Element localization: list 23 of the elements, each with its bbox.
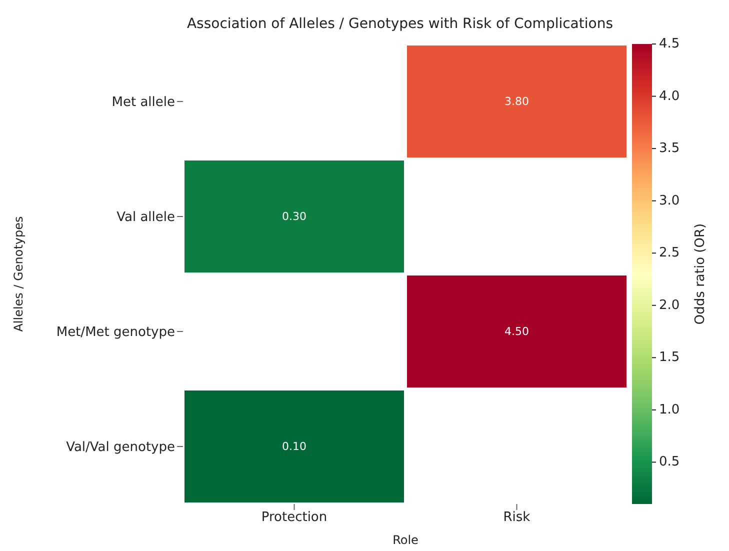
- color-bar-label: 2.0: [659, 298, 680, 313]
- color-bar-label: 1.5: [659, 350, 680, 366]
- x-tick-label: Risk: [503, 510, 531, 526]
- color-bar-label: 3.0: [659, 193, 680, 208]
- data-label: 0.10: [282, 440, 306, 453]
- color-bar-label: 3.5: [659, 141, 680, 156]
- data-label: 3.80: [504, 95, 529, 108]
- data-label: 0.30: [282, 210, 306, 223]
- y-axis-title: Alleles / Genotypes: [11, 216, 26, 332]
- color-bar-label: 4.5: [659, 36, 680, 52]
- x-tick-label: Protection: [261, 510, 328, 526]
- color-bar-label: 2.5: [659, 246, 680, 261]
- color-bar-label: 1.0: [659, 402, 680, 418]
- x-axis-title: Role: [392, 533, 418, 547]
- color-bar-label: 4.0: [659, 88, 680, 104]
- y-tick-label: Val allele: [116, 210, 175, 226]
- data-label: 4.50: [504, 325, 529, 338]
- y-tick-label: Val/Val genotype: [66, 440, 175, 456]
- chart-title: Association of Alleles / Genotypes with Risk of Complications: [186, 16, 614, 32]
- y-tick-label: Met/Met genotype: [56, 325, 175, 340]
- y-tick-label: Met allele: [112, 95, 175, 110]
- color-bar-label: 0.5: [659, 454, 680, 470]
- color-bar-title: Odds ratio (OR): [693, 223, 708, 325]
